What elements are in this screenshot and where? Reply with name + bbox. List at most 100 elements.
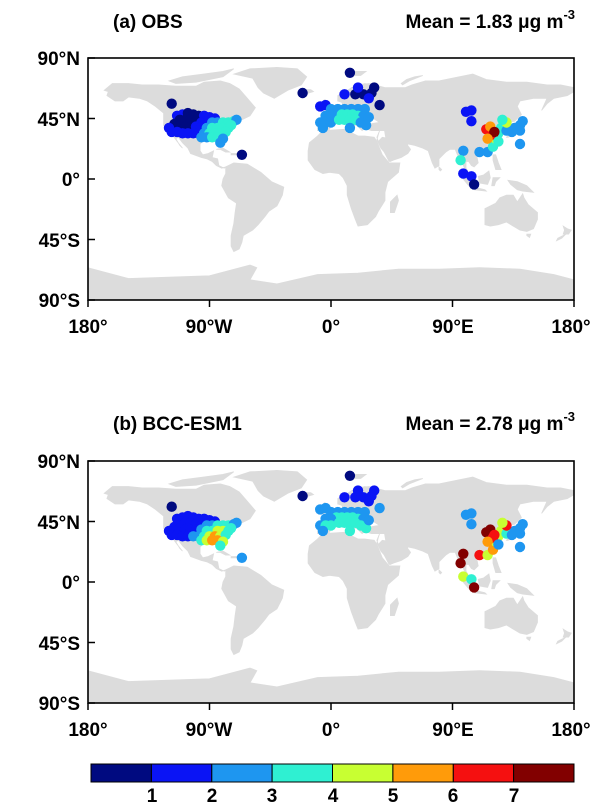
colorbar-swatch <box>211 763 273 783</box>
land-polygon <box>492 557 502 573</box>
station-point <box>352 485 364 496</box>
lon-tick-label: 90°E <box>432 720 473 741</box>
lon-tick-label: 0° <box>322 720 340 741</box>
colorbar-label: 1 <box>147 786 158 806</box>
station-point <box>363 112 374 123</box>
station-point <box>458 548 469 559</box>
station-point <box>360 120 372 131</box>
station-point <box>458 571 469 582</box>
lon-tick-label: 90°E <box>432 317 473 338</box>
colorbar-swatches <box>90 763 575 783</box>
land-polygon <box>491 177 501 187</box>
colorbar-swatch <box>513 763 575 783</box>
colorbar-swatch <box>392 763 454 783</box>
station-point <box>363 93 374 104</box>
mean-unit: g m <box>530 414 564 435</box>
station-markers <box>163 67 528 190</box>
land-polygon <box>377 136 412 162</box>
station-point <box>493 539 504 550</box>
land-polygon <box>377 539 412 565</box>
lon-tick-label: 90°W <box>186 317 233 338</box>
station-point <box>325 117 337 128</box>
station-point <box>360 523 372 534</box>
station-point <box>466 508 477 519</box>
land-polygon <box>477 573 491 588</box>
land-polygon <box>484 595 538 635</box>
station-point <box>489 529 500 541</box>
station-point <box>455 558 466 569</box>
mean-prefix: Mean = <box>406 12 476 33</box>
lon-tick-label: 0° <box>322 317 340 338</box>
station-point <box>466 519 477 530</box>
mean-unit: g m <box>530 12 564 33</box>
station-point <box>493 136 504 147</box>
land-polygon <box>221 565 285 656</box>
station-point <box>489 126 500 138</box>
station-point <box>344 67 356 79</box>
colorbar-swatch <box>332 763 394 783</box>
station-point <box>497 517 508 528</box>
station-point <box>352 82 364 93</box>
lat-tick-label: 90°N <box>38 49 80 70</box>
colorbar-swatch <box>90 763 152 783</box>
colorbar-swatch <box>452 763 515 783</box>
lon-tick-label: 180° <box>68 317 107 338</box>
land-polygon <box>526 636 532 642</box>
station-point <box>458 168 469 179</box>
mean-unit-exp: -3 <box>563 409 575 424</box>
land-polygon <box>221 162 285 253</box>
station-point <box>517 116 528 127</box>
land-polygon <box>477 170 491 185</box>
mean-prefix: Mean = <box>406 414 476 435</box>
station-point <box>363 515 374 526</box>
lon-tick-label: 180° <box>68 720 107 741</box>
station-point <box>514 528 526 539</box>
land-polygon <box>555 233 567 242</box>
lat-tick-label: 0° <box>62 573 80 594</box>
lat-tick-label: 45°N <box>38 110 80 131</box>
station-point <box>517 519 528 530</box>
land-polygon <box>389 597 399 616</box>
land-polygon <box>507 582 535 596</box>
land-polygon <box>438 568 443 575</box>
station-point <box>339 89 350 100</box>
station-point <box>317 525 329 537</box>
station-point <box>514 138 526 150</box>
mean-value: 1.83 <box>476 12 513 33</box>
panel-bcc-esm1: (b) BCC-ESM1 Mean = 2.78 μg m-3 90°N 45°… <box>38 409 591 741</box>
land-polygon <box>507 179 535 193</box>
station-point <box>369 82 380 93</box>
land-polygon <box>307 531 401 630</box>
colorbar: 1 2 3 4 5 6 7 <box>90 763 575 806</box>
station-point <box>215 137 226 148</box>
land-polygon <box>555 636 567 645</box>
station-point <box>344 525 356 537</box>
mean-label: Mean = 1.83 μg m-3 <box>406 7 575 33</box>
lat-tick-label: 90°N <box>38 452 80 473</box>
land-polygon <box>484 192 538 232</box>
station-point <box>474 146 485 158</box>
station-point <box>474 549 485 561</box>
station-point <box>236 552 248 563</box>
station-point <box>325 520 337 531</box>
land-polygon <box>167 68 235 84</box>
lat-tick-label: 0° <box>62 170 80 191</box>
station-point <box>236 149 248 160</box>
land-polygon <box>562 628 572 638</box>
station-point <box>363 496 374 507</box>
lat-tick-label: 45°N <box>38 513 80 534</box>
land-polygon <box>307 128 401 227</box>
station-point <box>455 155 466 166</box>
station-point <box>374 502 385 514</box>
colorbar-label: 3 <box>267 786 278 806</box>
lat-tick-label: 45°S <box>39 231 80 252</box>
station-point <box>466 105 477 116</box>
panel-obs: (a) OBS Mean = 1.83 μg m-3 90°N 45°N 0° … <box>38 7 591 338</box>
land-polygon <box>232 469 308 502</box>
land-polygon <box>492 154 502 171</box>
land-polygon <box>400 478 423 489</box>
station-point <box>482 536 493 547</box>
station-point <box>482 133 493 144</box>
colorbar-label: 7 <box>509 786 520 806</box>
